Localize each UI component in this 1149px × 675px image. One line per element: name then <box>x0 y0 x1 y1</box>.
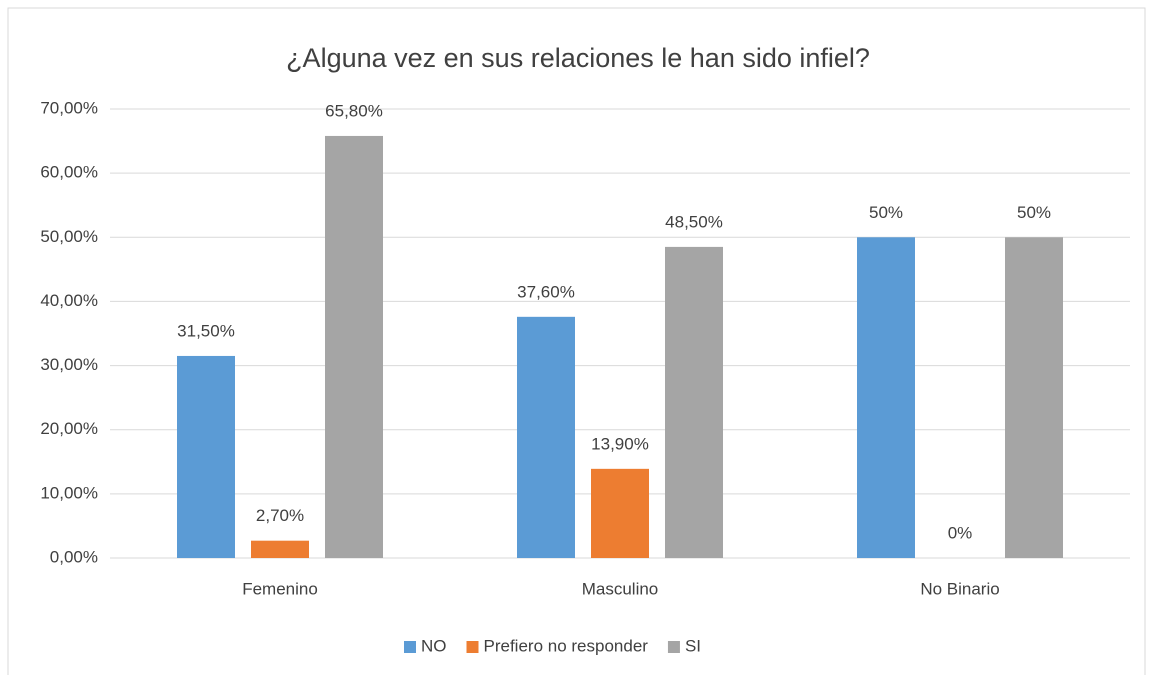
legend-swatch <box>667 641 680 653</box>
legend-swatch <box>466 641 479 653</box>
legend-label: Prefiero no responder <box>484 636 649 655</box>
y-tick-label: 0,00% <box>50 547 98 566</box>
bar <box>1005 237 1063 559</box>
bar <box>665 246 723 558</box>
bar <box>857 237 915 559</box>
value-label: 31,50% <box>177 321 235 340</box>
x-tick-label: Masculino <box>582 579 659 598</box>
value-label: 48,50% <box>665 212 723 231</box>
y-tick-label: 60,00% <box>40 163 98 182</box>
y-tick-label: 40,00% <box>40 291 98 310</box>
y-tick-label: 20,00% <box>40 419 98 438</box>
bar <box>591 468 649 558</box>
value-label: 37,60% <box>517 282 575 301</box>
x-tick-label: Femenino <box>242 579 318 598</box>
chart-frame <box>7 7 1146 675</box>
bar <box>325 135 383 558</box>
value-label: 2,70% <box>256 506 304 525</box>
bar <box>177 355 235 558</box>
value-label: 0% <box>948 523 973 542</box>
legend-label: SI <box>685 636 701 655</box>
legend-label: NO <box>421 636 447 655</box>
x-tick-label: No Binario <box>920 579 999 598</box>
y-tick-label: 10,00% <box>40 483 98 502</box>
y-tick-label: 70,00% <box>40 98 98 117</box>
value-label: 50% <box>869 203 903 222</box>
value-label: 50% <box>1017 203 1051 222</box>
bar <box>251 540 309 558</box>
value-label: 13,90% <box>591 434 649 453</box>
value-label: 65,80% <box>325 101 383 120</box>
chart-title: ¿Alguna vez en sus relaciones le han sid… <box>286 43 870 73</box>
y-tick-label: 50,00% <box>40 227 98 246</box>
legend-swatch <box>404 641 416 653</box>
y-tick-label: 30,00% <box>40 355 98 374</box>
bar <box>517 316 575 558</box>
